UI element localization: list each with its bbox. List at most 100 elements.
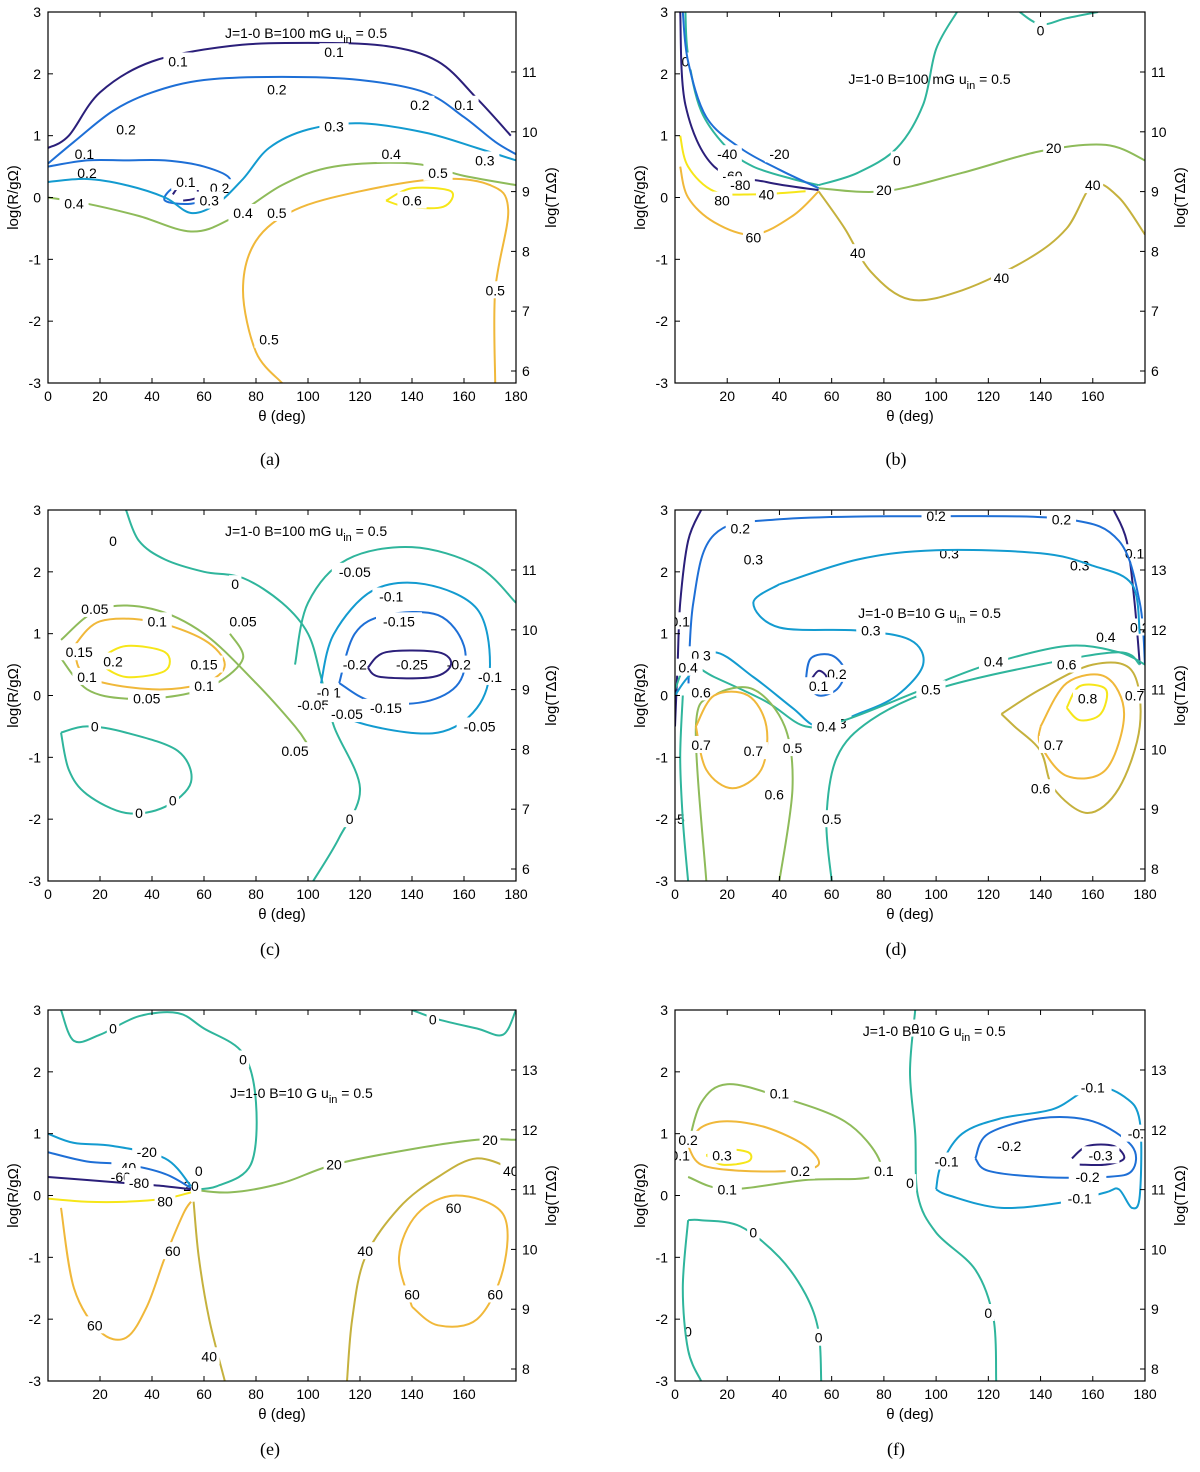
contour-label: 0.3 bbox=[199, 193, 219, 209]
contour-label-bg bbox=[738, 550, 768, 568]
y2-tick-label: 8 bbox=[522, 243, 530, 259]
y-tick-label: -2 bbox=[656, 313, 669, 329]
contour-line bbox=[694, 686, 794, 881]
contour-label-bg bbox=[847, 244, 869, 262]
contour-label-bg bbox=[262, 80, 292, 98]
x-tick-label: 180 bbox=[504, 388, 528, 404]
y2-tick-label: 10 bbox=[1151, 741, 1167, 757]
contour-label-bg bbox=[1025, 779, 1056, 797]
contour-label: 0.5 bbox=[428, 165, 448, 181]
contour-label: 0.4 bbox=[678, 660, 698, 676]
contour-label: -0.1 bbox=[1068, 1191, 1092, 1207]
contour-label: -0.2 bbox=[1075, 1169, 1099, 1185]
contour-label-bg bbox=[755, 185, 777, 203]
contour-label: 0.3 bbox=[475, 152, 495, 168]
contour-label-bg bbox=[319, 117, 349, 135]
contour-label-bg bbox=[1073, 1078, 1112, 1096]
x-tick-label: 100 bbox=[296, 886, 320, 902]
contour-label: 40 bbox=[1085, 177, 1101, 193]
x-tick-label: 100 bbox=[924, 886, 948, 902]
panel-caption: (b) bbox=[886, 449, 907, 470]
contour-label-bg bbox=[990, 1137, 1029, 1155]
contour-label: 0.5 bbox=[921, 681, 941, 697]
contour-line bbox=[679, 12, 819, 192]
x-tick-label: 160 bbox=[452, 886, 476, 902]
contour-label: 20 bbox=[482, 1132, 498, 1148]
contour-label-bg bbox=[331, 562, 378, 580]
y2-tick-label: 13 bbox=[1151, 1062, 1167, 1078]
contour-label-bg bbox=[1082, 176, 1104, 194]
y2-tick-label: 10 bbox=[522, 1241, 538, 1257]
contour-label-bg bbox=[712, 145, 742, 163]
y2-tick-label: 9 bbox=[522, 184, 530, 200]
contour-label: 0.2 bbox=[678, 1132, 698, 1148]
contour-label-bg bbox=[804, 677, 834, 695]
contour-label: 0 bbox=[911, 1021, 919, 1037]
contour-label: 0.1 bbox=[194, 678, 214, 694]
y-tick-label: 2 bbox=[33, 564, 41, 580]
x-tick-label: 20 bbox=[719, 388, 735, 404]
x-axis-label: θ (deg) bbox=[886, 906, 934, 923]
y2-tick-label: 8 bbox=[1151, 861, 1159, 877]
contour-label-bg bbox=[189, 677, 219, 695]
contour-label-bg bbox=[132, 803, 146, 821]
y-tick-label: 0 bbox=[660, 190, 668, 206]
contour-label: 0.05 bbox=[281, 743, 308, 759]
contour-label-bg bbox=[132, 1143, 162, 1161]
x-tick-label: 100 bbox=[296, 388, 320, 404]
contour-label: -0.1 bbox=[379, 589, 403, 605]
y-axis-label: log(R/gΩ) bbox=[632, 1163, 649, 1228]
panel-caption: (e) bbox=[260, 1439, 280, 1460]
x-tick-label: 120 bbox=[977, 886, 1001, 902]
contour-label-bg bbox=[675, 612, 695, 630]
y2-tick-label: 13 bbox=[1151, 562, 1167, 578]
x-tick-label: 20 bbox=[719, 1386, 735, 1402]
contour-label: 0.1 bbox=[670, 613, 690, 629]
contour-label-bg bbox=[397, 191, 427, 209]
panel-caption: (c) bbox=[260, 939, 280, 960]
contour-line bbox=[681, 12, 820, 190]
contour-label-bg bbox=[72, 667, 102, 685]
contour-label: 60 bbox=[404, 1286, 420, 1302]
contour-label: -0.2 bbox=[997, 1138, 1021, 1154]
y-tick-label: 3 bbox=[33, 4, 41, 20]
y2-axis-label: log(TΔΩ) bbox=[1172, 1165, 1189, 1225]
contour-label-bg bbox=[166, 791, 179, 809]
contour-label: 0.3 bbox=[861, 623, 881, 639]
y-tick-label: -3 bbox=[656, 873, 669, 889]
contour-label: 0.15 bbox=[66, 644, 93, 660]
contour-label-bg bbox=[764, 1084, 795, 1102]
contour-label: 0.2 bbox=[103, 653, 123, 669]
contour-label: 0.3 bbox=[939, 545, 959, 561]
contour-label: 0.05 bbox=[81, 601, 108, 617]
contour-label-bg bbox=[343, 810, 356, 828]
x-tick-label: 120 bbox=[977, 388, 1001, 404]
contour-label: 0 bbox=[984, 1305, 992, 1321]
contour-label-bg bbox=[1081, 1146, 1120, 1164]
x-tick-label: 180 bbox=[504, 886, 528, 902]
y-tick-label: 0 bbox=[660, 1188, 668, 1204]
contour-label: 0.7 bbox=[691, 737, 711, 753]
contour-label-bg bbox=[336, 655, 374, 673]
contour-label: -0.2 bbox=[447, 657, 471, 673]
contour-label: 0 bbox=[109, 533, 117, 549]
contour-label: 60 bbox=[746, 230, 762, 246]
contour-label: 0 bbox=[109, 1021, 117, 1037]
panel-f: 0000000.10.10.10.10.20.20.3-0.1-0.1-0.1-… bbox=[632, 1002, 1189, 1460]
contour-label-bg bbox=[1052, 655, 1082, 673]
x-tick-label: 100 bbox=[924, 388, 948, 404]
contour-label-bg bbox=[1119, 686, 1145, 704]
y2-tick-label: 6 bbox=[522, 363, 530, 379]
contour-label: -0.05 bbox=[339, 564, 371, 580]
contour-label-bg bbox=[192, 1161, 205, 1179]
contour-label-bg bbox=[500, 1161, 516, 1179]
contour-label-bg bbox=[456, 717, 503, 735]
contour-label: 80 bbox=[157, 1194, 173, 1210]
x-tick-label: 60 bbox=[824, 1386, 840, 1402]
contour-label-bg bbox=[449, 95, 479, 113]
contour-line bbox=[679, 695, 690, 881]
x-tick-label: 80 bbox=[876, 1386, 892, 1402]
contour-label: 0 bbox=[893, 152, 901, 168]
contour-label: 0.5 bbox=[822, 811, 842, 827]
contour-line bbox=[60, 725, 193, 815]
